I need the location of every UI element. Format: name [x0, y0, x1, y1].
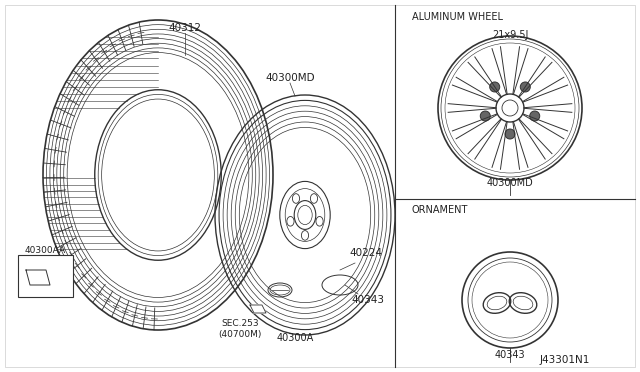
Ellipse shape — [480, 111, 490, 121]
Text: 40300MD: 40300MD — [265, 73, 315, 83]
Ellipse shape — [490, 82, 500, 92]
Text: SEC.253: SEC.253 — [221, 318, 259, 327]
Text: 40300AA: 40300AA — [24, 246, 65, 254]
Polygon shape — [250, 305, 266, 313]
Text: (40700M): (40700M) — [218, 330, 262, 339]
Text: 40343: 40343 — [495, 350, 525, 360]
Ellipse shape — [505, 129, 515, 139]
Text: ORNAMENT: ORNAMENT — [412, 205, 468, 215]
Text: 21x9.5J: 21x9.5J — [492, 30, 528, 40]
Text: 40312: 40312 — [168, 23, 202, 33]
Text: 40343: 40343 — [351, 295, 385, 305]
Polygon shape — [26, 270, 50, 285]
Ellipse shape — [520, 82, 531, 92]
Ellipse shape — [530, 111, 540, 121]
Text: 40300A: 40300A — [276, 333, 314, 343]
Text: 40224: 40224 — [349, 248, 383, 258]
Text: 40300MD: 40300MD — [486, 178, 533, 188]
Bar — [18, 255, 73, 297]
Text: ALUMINUM WHEEL: ALUMINUM WHEEL — [412, 12, 503, 22]
Text: J43301N1: J43301N1 — [540, 355, 590, 365]
